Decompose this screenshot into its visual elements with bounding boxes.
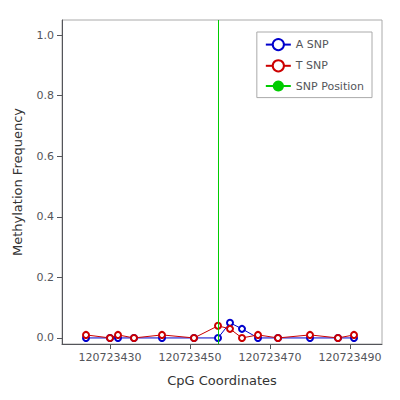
svg-text:1.0: 1.0 [37, 29, 55, 42]
svg-text:0.8: 0.8 [37, 89, 55, 102]
svg-text:120723490: 120723490 [319, 351, 382, 364]
svg-text:0.6: 0.6 [37, 150, 55, 163]
svg-text:0.4: 0.4 [37, 210, 55, 223]
svg-text:CpG Coordinates: CpG Coordinates [167, 373, 277, 388]
svg-text:120723430: 120723430 [79, 351, 142, 364]
svg-text:120723450: 120723450 [159, 351, 222, 364]
svg-text:SNP Position: SNP Position [296, 80, 364, 93]
svg-text:Methylation Frequency: Methylation Frequency [10, 108, 25, 256]
svg-text:0.2: 0.2 [37, 271, 55, 284]
svg-text:T SNP: T SNP [295, 59, 328, 72]
svg-text:0.0: 0.0 [37, 331, 55, 344]
svg-text:A SNP: A SNP [296, 38, 329, 51]
svg-text:120723470: 120723470 [239, 351, 302, 364]
